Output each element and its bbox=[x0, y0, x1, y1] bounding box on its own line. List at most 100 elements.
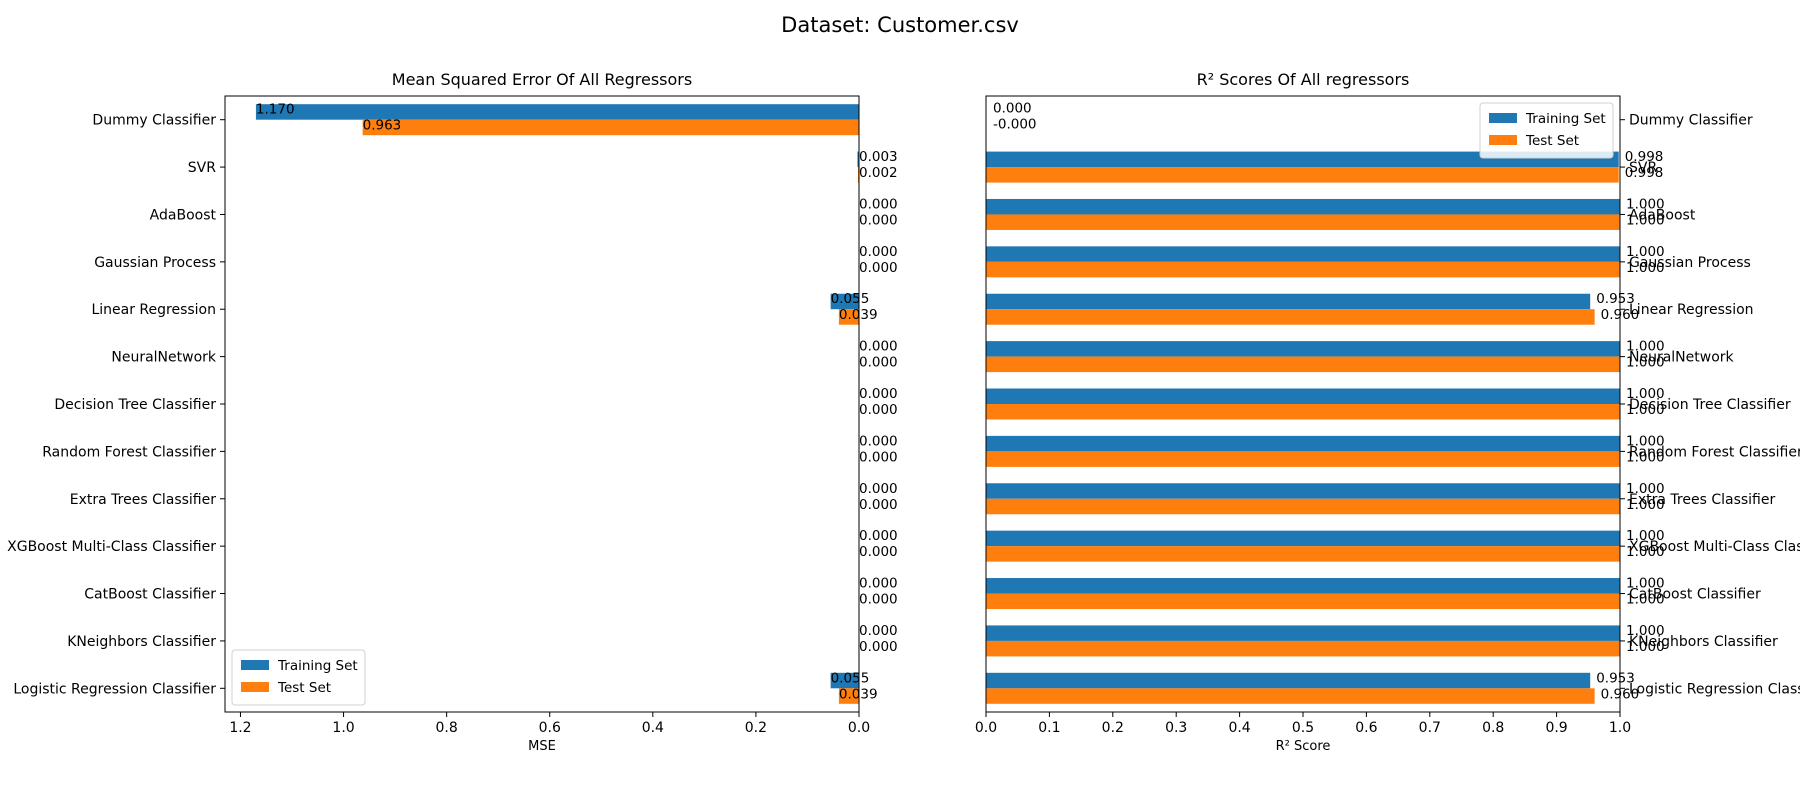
y-tick-label-4: Linear Regression bbox=[91, 302, 216, 318]
test-value-label-11: 1.000 bbox=[1626, 639, 1665, 655]
y-tick-label-10: CatBoost Classifier bbox=[84, 587, 216, 603]
y-tick-label-6: Decision Tree Classifier bbox=[54, 397, 216, 413]
test-value-label-5: 1.000 bbox=[1626, 355, 1665, 371]
training-value-label-11: 0.000 bbox=[859, 623, 898, 639]
training-bar-5 bbox=[986, 341, 1620, 357]
training-bar-1 bbox=[986, 151, 1619, 168]
test-value-label-10: 1.000 bbox=[1626, 592, 1665, 608]
training-bar-6 bbox=[986, 388, 1620, 404]
legend-swatch-training bbox=[1489, 113, 1517, 123]
x-tick-label-5: 0.2 bbox=[745, 720, 767, 736]
y-tick-label-7: Random Forest Classifier bbox=[42, 444, 216, 460]
chart-title: R² Scores Of All regressors bbox=[1197, 70, 1410, 89]
test-value-label-11: 0.000 bbox=[859, 639, 898, 655]
training-value-label-3: 0.000 bbox=[859, 244, 898, 260]
test-bar-5 bbox=[986, 356, 1620, 373]
figure-suptitle: Dataset: Customer.csv bbox=[781, 13, 1019, 37]
training-value-label-0: 1.170 bbox=[256, 102, 295, 118]
y-tick-label-5: NeuralNetwork bbox=[111, 350, 217, 366]
test-value-label-4: 0.039 bbox=[839, 307, 878, 323]
training-bar-4 bbox=[986, 293, 1591, 310]
y-tick-label-11: KNeighbors Classifier bbox=[1629, 634, 1778, 650]
test-value-label-6: 1.000 bbox=[1626, 402, 1665, 418]
training-bar-9 bbox=[986, 530, 1620, 547]
y-tick-label-0: Dummy Classifier bbox=[1629, 113, 1753, 129]
test-value-label-8: 1.000 bbox=[1626, 497, 1665, 513]
training-value-label-2: 0.000 bbox=[859, 196, 898, 212]
legend-label-training: Training Set bbox=[277, 658, 358, 674]
y-tick-label-7: Random Forest Classifier bbox=[1629, 444, 1800, 460]
x-tick-label-2: 0.8 bbox=[436, 720, 458, 736]
y-tick-label-6: Decision Tree Classifier bbox=[1629, 397, 1791, 413]
legend-swatch-test bbox=[1489, 135, 1517, 145]
test-bar-3 bbox=[986, 261, 1620, 278]
x-tick-label-7: 0.7 bbox=[1419, 720, 1441, 736]
y-tick-label-12: Logistic Regression Classifier bbox=[1629, 681, 1800, 697]
test-value-label-5: 0.000 bbox=[859, 355, 898, 371]
training-bar-1 bbox=[857, 151, 859, 168]
test-value-label-8: 0.000 bbox=[859, 497, 898, 513]
training-value-label-4: 0.055 bbox=[831, 291, 870, 307]
plot-frame bbox=[224, 95, 860, 713]
training-value-label-8: 0.000 bbox=[859, 481, 898, 497]
legend-swatch-training bbox=[241, 660, 269, 670]
training-value-label-7: 1.000 bbox=[1626, 433, 1665, 449]
y-tick-label-9: XGBoost Multi-Class Classifier bbox=[1629, 539, 1800, 555]
test-value-label-12: 0.039 bbox=[839, 686, 878, 702]
test-bar-12 bbox=[838, 688, 859, 704]
test-value-label-9: 0.000 bbox=[859, 544, 898, 560]
test-value-label-1: 0.998 bbox=[1625, 165, 1664, 181]
training-value-label-3: 1.000 bbox=[1626, 244, 1665, 260]
test-value-label-1: 0.002 bbox=[859, 165, 898, 181]
test-bar-8 bbox=[986, 498, 1620, 515]
legend-label-training: Training Set bbox=[1525, 111, 1606, 127]
test-value-label-2: 1.000 bbox=[1626, 212, 1665, 228]
x-tick-label-10: 1.0 bbox=[1609, 720, 1631, 736]
test-bar-1 bbox=[986, 167, 1619, 183]
x-axis-label: MSE bbox=[528, 739, 556, 754]
training-bar-7 bbox=[986, 435, 1620, 452]
mse-chart-panel: Mean Squared Error Of All Regressors MSE 1… bbox=[7, 70, 898, 754]
training-bar-8 bbox=[986, 483, 1620, 499]
training-bar-10 bbox=[986, 578, 1620, 594]
x-tick-label-9: 0.9 bbox=[1545, 720, 1567, 736]
test-bar-7 bbox=[986, 451, 1620, 467]
training-value-label-1: 0.998 bbox=[1625, 149, 1664, 165]
test-value-label-2: 0.000 bbox=[859, 212, 898, 228]
training-bar-2 bbox=[986, 198, 1620, 215]
test-bar-4 bbox=[838, 309, 859, 325]
test-value-label-7: 0.000 bbox=[859, 449, 898, 465]
test-value-label-6: 0.000 bbox=[859, 402, 898, 418]
x-tick-label-3: 0.3 bbox=[1165, 720, 1187, 736]
legend-swatch-test bbox=[241, 682, 269, 692]
training-bar-4 bbox=[830, 293, 859, 310]
x-tick-label-1: 0.1 bbox=[1038, 720, 1060, 736]
x-tick-label-5: 0.5 bbox=[1292, 720, 1314, 736]
test-bar-10 bbox=[986, 593, 1620, 610]
y-tick-label-11: KNeighbors Classifier bbox=[67, 634, 216, 650]
x-tick-label-4: 0.4 bbox=[642, 720, 664, 736]
x-axis-label: R² Score bbox=[1276, 739, 1331, 754]
training-bar-12 bbox=[830, 672, 859, 689]
x-tick-label-0: 1.2 bbox=[229, 720, 251, 736]
legend-label-test: Test Set bbox=[1525, 133, 1579, 149]
y-tick-label-4: Linear Regression bbox=[1629, 302, 1754, 318]
training-value-label-4: 0.953 bbox=[1596, 291, 1635, 307]
x-tick-label-6: 0.0 bbox=[848, 720, 870, 736]
training-bar-12 bbox=[986, 672, 1591, 689]
training-value-label-9: 1.000 bbox=[1626, 528, 1665, 544]
test-bar-1 bbox=[857, 167, 859, 183]
training-value-label-2: 1.000 bbox=[1626, 196, 1665, 212]
test-bar-4 bbox=[986, 309, 1595, 325]
y-tick-label-5: NeuralNetwork bbox=[1629, 350, 1735, 366]
x-tick-label-2: 0.2 bbox=[1102, 720, 1124, 736]
y-tick-label-3: Gaussian Process bbox=[94, 255, 216, 271]
y-tick-label-1: SVR bbox=[188, 160, 216, 176]
training-value-label-10: 0.000 bbox=[859, 576, 898, 592]
training-bar-0 bbox=[255, 104, 860, 120]
y-tick-label-2: AdaBoost bbox=[1629, 207, 1696, 223]
test-value-label-3: 0.000 bbox=[859, 260, 898, 276]
training-value-label-7: 0.000 bbox=[859, 433, 898, 449]
test-value-label-0: -0.000 bbox=[993, 117, 1037, 133]
